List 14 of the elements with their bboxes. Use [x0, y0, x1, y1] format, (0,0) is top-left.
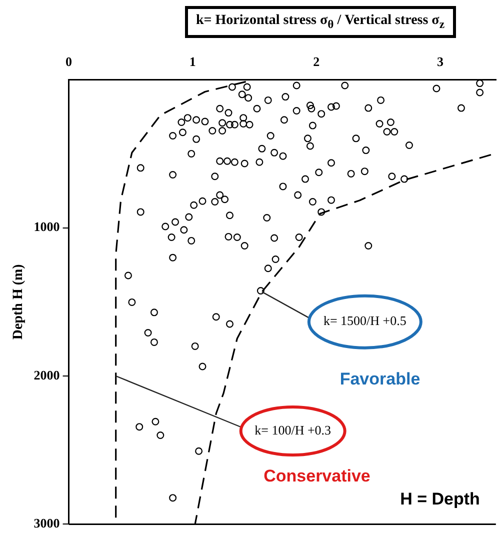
x-tick-label: 0: [66, 54, 72, 70]
annotation: H = Depth: [400, 490, 480, 509]
x-tick-label: 2: [313, 54, 320, 70]
x-tick-label: 3: [436, 54, 444, 70]
annotation: Conservative: [264, 466, 370, 486]
annotation: k= 1500/H +0.5: [323, 313, 406, 328]
y-axis-title: Depth H (m): [11, 264, 26, 340]
y-tick-label: 1000: [34, 219, 60, 234]
y-tick-label: 3000: [34, 516, 60, 531]
annotation: Favorable: [340, 370, 420, 389]
y-tick-label: 2000: [34, 367, 60, 382]
annotation: k= 100/H +0.3: [254, 422, 332, 438]
x-axis-title: k= Horizontal stress σ$_{θ}$ / Vertical stress σ$_{z}$: [185, 6, 456, 38]
x-tick-label: 1: [189, 54, 196, 70]
